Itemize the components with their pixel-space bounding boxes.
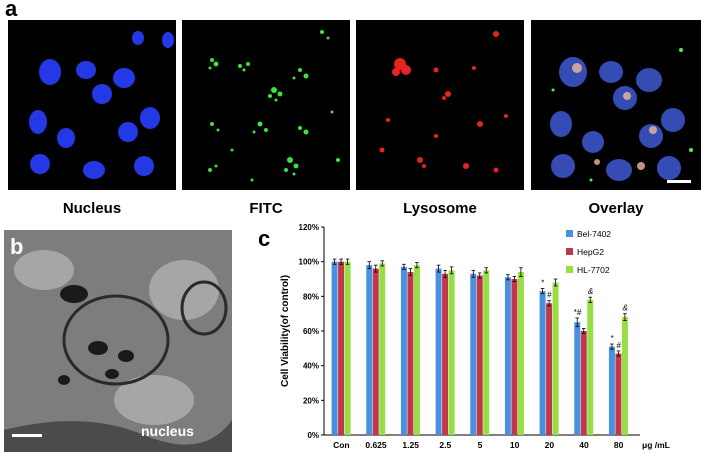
- bar-hl-7702: [448, 270, 455, 435]
- bar-bel-7402: [608, 346, 615, 435]
- overlay-micrograph: [531, 20, 701, 190]
- fitc-stain-image: [208, 30, 340, 182]
- y-tick-label: 120%: [299, 223, 319, 232]
- y-tick-label: 80%: [303, 292, 319, 301]
- bar-bel-7402: [504, 277, 511, 435]
- bar-hl-7702: [344, 261, 351, 435]
- legend-swatch: [566, 230, 573, 237]
- y-tick-label: 0%: [307, 431, 319, 440]
- bar-hepg2: [580, 331, 587, 435]
- panel-letter-c: c: [258, 226, 271, 251]
- significance-mark: #: [547, 291, 552, 300]
- legend-swatch: [566, 248, 573, 255]
- bar-bel-7402: [331, 261, 338, 435]
- bar-hl-7702: [517, 272, 524, 435]
- y-axis-label: Cell Viability(of control): [280, 275, 291, 387]
- bar-hl-7702: [587, 299, 594, 435]
- y-tick-label: 40%: [303, 362, 319, 371]
- bar-hl-7702: [621, 317, 628, 435]
- x-tick-label: 1.25: [402, 440, 419, 450]
- significance-mark: *: [611, 334, 614, 343]
- bar-hepg2: [407, 272, 414, 435]
- lysosome-micrograph: [356, 20, 524, 190]
- bar-bel-7402: [574, 322, 581, 435]
- bar-hl-7702: [379, 263, 386, 435]
- bar-bel-7402: [539, 291, 546, 435]
- nucleus-annotation: nucleus: [141, 423, 194, 439]
- panel-letter-a: a: [5, 0, 18, 21]
- tem-image: [4, 230, 232, 452]
- y-tick-label: 20%: [303, 396, 319, 405]
- legend-label: HepG2: [577, 247, 604, 257]
- tem-scale-bar: [12, 434, 42, 437]
- significance-mark: &: [588, 287, 593, 296]
- scale-bar: [667, 180, 691, 183]
- legend-label: Bel-7402: [577, 229, 611, 239]
- bar-chart-svg: 0% 20% 40% 60% 80% 100% 120% Cell Viability(of …: [280, 223, 670, 450]
- overlay-stain-image: [550, 48, 693, 183]
- bar-bel-7402: [470, 273, 477, 435]
- nucleus-label: Nucleus: [62, 200, 122, 217]
- legend-swatch: [566, 266, 573, 273]
- x-tick-label: 40: [579, 440, 589, 450]
- x-unit-label: μg /mL: [642, 440, 670, 450]
- lysosome-label: Lysosome: [403, 200, 477, 217]
- x-tick-label: 5: [478, 440, 483, 450]
- fitc-label: FITC: [249, 200, 283, 217]
- fitc-micrograph: [182, 20, 350, 190]
- bar-hepg2: [546, 303, 553, 435]
- bar-hl-7702: [552, 282, 559, 435]
- bar-hepg2: [372, 268, 379, 435]
- bar-hepg2: [338, 261, 345, 435]
- lysosome-stain-image: [379, 31, 508, 173]
- x-tick-label: Con: [333, 440, 350, 450]
- y-tick-label: 100%: [299, 258, 319, 267]
- x-tick-label: 2.5: [439, 440, 451, 450]
- significance-mark: &: [622, 304, 627, 313]
- bar-hl-7702: [413, 265, 420, 435]
- bar-bel-7402: [435, 268, 442, 435]
- y-tick-label: 60%: [303, 327, 319, 336]
- x-tick-label: 20: [545, 440, 555, 450]
- significance-mark: *: [541, 279, 544, 288]
- bar-bel-7402: [366, 265, 373, 435]
- cell-viability-chart: 0% 20% 40% 60% 80% 100% 120% Cell Viability(of …: [236, 216, 709, 455]
- x-tick-label: 0.625: [365, 440, 387, 450]
- bar-hl-7702: [483, 270, 490, 435]
- significance-mark: #: [616, 341, 621, 350]
- nucleus-micrograph: [8, 20, 176, 190]
- bar-hepg2: [615, 353, 622, 435]
- bar-bel-7402: [400, 266, 407, 435]
- x-tick-label: 80: [614, 440, 624, 450]
- bar-hepg2: [442, 273, 449, 435]
- significance-mark: *#: [574, 308, 582, 317]
- legend-label: HL-7702: [577, 265, 610, 275]
- nucleus-stain-image: [29, 31, 174, 179]
- overlay-label: Overlay: [588, 200, 644, 217]
- tem-micrograph: nucleus: [4, 230, 232, 452]
- x-tick-label: 10: [510, 440, 520, 450]
- bar-hepg2: [476, 275, 483, 435]
- panel-letter-b: b: [10, 234, 24, 259]
- bar-hepg2: [511, 279, 518, 435]
